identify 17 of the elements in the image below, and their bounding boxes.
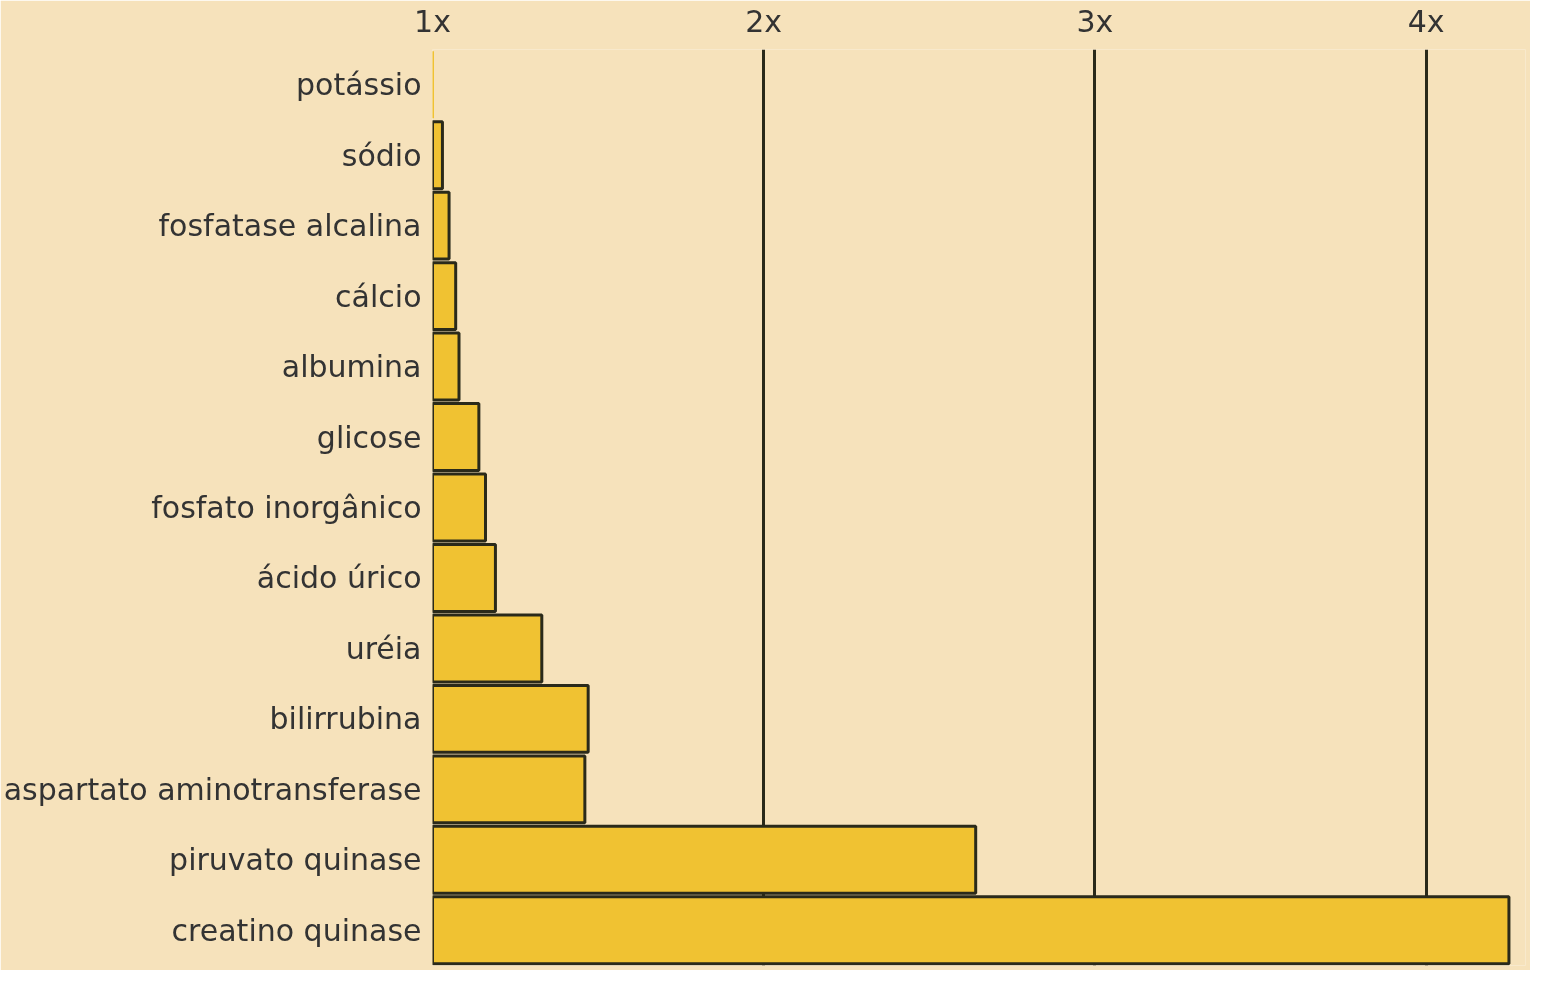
y-tick-label: albumina xyxy=(281,349,422,385)
y-tick-label: uréia xyxy=(345,630,422,666)
y-tick-label: cálcio xyxy=(335,278,422,314)
y-tick-label: fosfato inorgânico xyxy=(151,490,422,525)
y-tick-label: ácido úrico xyxy=(256,560,422,596)
y-tick-label: bilirrubina xyxy=(269,701,422,737)
y-tick-label: glicose xyxy=(316,419,422,455)
y-tick-label: potássio xyxy=(296,67,422,103)
y-tick-label: creatino quinase xyxy=(171,912,422,948)
y-tick-label: piruvato quinase xyxy=(169,842,422,878)
y-tick-label: aspartato aminotransferase xyxy=(3,771,422,807)
y-tick-label: fosfatase alcalina xyxy=(158,208,422,244)
x-tick-label: 2x xyxy=(745,3,783,39)
x-tick-label: 1x xyxy=(414,3,451,39)
y-tick-label: sódio xyxy=(341,137,422,173)
x-tick-label: 4x xyxy=(1407,3,1445,39)
x-tick-label: 3x xyxy=(1076,3,1114,39)
